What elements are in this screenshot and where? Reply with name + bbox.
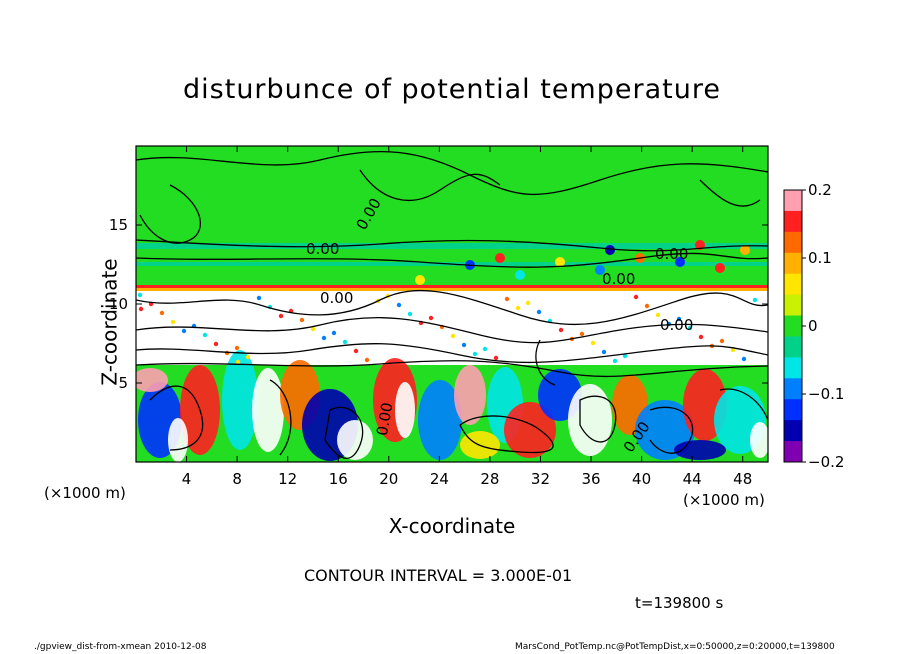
x-tick-label: 16 xyxy=(329,470,348,488)
x-tick-label: 44 xyxy=(683,470,702,488)
colorbar-swatch xyxy=(784,210,802,233)
contour-line xyxy=(719,388,768,421)
contour-line xyxy=(136,316,768,344)
contour-label: 0.00 xyxy=(306,240,340,258)
footer-source: MarsCond_PotTemp.nc@PotTempDist,x=0:5000… xyxy=(515,642,835,652)
x-tick-label: 20 xyxy=(379,470,398,488)
contour-line xyxy=(136,343,768,364)
contour-line xyxy=(699,179,761,207)
contour-line xyxy=(535,339,556,386)
x-tick-label: 36 xyxy=(581,470,600,488)
colorbar-swatch xyxy=(784,357,802,379)
colorbar-swatch xyxy=(784,252,802,275)
x-tick-label: 28 xyxy=(480,470,499,488)
footer-script: ./gpview_dist-from-xmean 2010-12-08 xyxy=(34,642,207,652)
time-stamp: t=139800 s xyxy=(635,594,724,612)
contour-line xyxy=(359,169,501,202)
x-tick-label: 40 xyxy=(632,470,651,488)
colorbar-swatch xyxy=(784,315,802,337)
colorbar-label: 0 xyxy=(808,317,818,335)
colorbar-swatch xyxy=(784,441,802,463)
y-tick-label: 10 xyxy=(109,295,128,313)
contour-line xyxy=(579,395,617,443)
contour-label: 0.00 xyxy=(320,289,354,307)
colorbar-label: −0.2 xyxy=(808,453,844,471)
contour-line xyxy=(136,360,768,378)
contour-label: 0.00 xyxy=(660,316,694,334)
x-tick-label: 4 xyxy=(182,470,192,488)
contour-line xyxy=(149,385,204,451)
x-tick-label: 24 xyxy=(430,470,449,488)
colorbar-swatch xyxy=(784,273,802,296)
x-axis-unit: (×1000 m) xyxy=(683,491,765,509)
contour-label: 0.00 xyxy=(655,245,689,263)
contour-line xyxy=(136,289,768,326)
contour-line xyxy=(649,406,694,454)
x-axis-label: X-coordinate xyxy=(388,514,516,538)
colorbar-swatch xyxy=(784,399,802,421)
colorbar-label: 0.2 xyxy=(808,181,832,199)
colorbar-swatch xyxy=(784,420,802,442)
y-axis-unit: (×1000 m) xyxy=(44,484,126,502)
x-tick-label: 48 xyxy=(733,470,752,488)
colorbar: 0.2 0.1 0 −0.1 −0.2 xyxy=(783,181,844,471)
x-tick-label: 32 xyxy=(531,470,550,488)
x-tick-label: 8 xyxy=(232,470,242,488)
y-tick-label: 5 xyxy=(118,374,128,392)
colorbar-swatch xyxy=(784,294,802,317)
colorbar-swatch xyxy=(784,336,802,358)
y-axis-label: Z-coordinate xyxy=(97,258,122,386)
contour-line xyxy=(324,406,364,459)
colorbar-swatch xyxy=(784,231,802,254)
heatmap-field xyxy=(136,146,768,462)
contour-line xyxy=(269,379,292,456)
x-tick-label: 12 xyxy=(278,470,297,488)
contour-line xyxy=(136,252,768,268)
colorbar-label: 0.1 xyxy=(808,249,832,267)
contour-line xyxy=(139,184,201,244)
contour-line xyxy=(459,415,554,454)
contour-interval: CONTOUR INTERVAL = 3.000E-01 xyxy=(304,566,573,585)
contour-label: 0.00 xyxy=(602,270,636,288)
colorbar-swatch xyxy=(784,378,802,400)
colorbar-label: −0.1 xyxy=(808,385,844,403)
chart-title: disturbunce of potential temperature xyxy=(183,74,721,105)
colorbar-swatch xyxy=(784,190,802,212)
y-tick-label: 15 xyxy=(109,216,128,234)
contour-line xyxy=(136,239,768,252)
